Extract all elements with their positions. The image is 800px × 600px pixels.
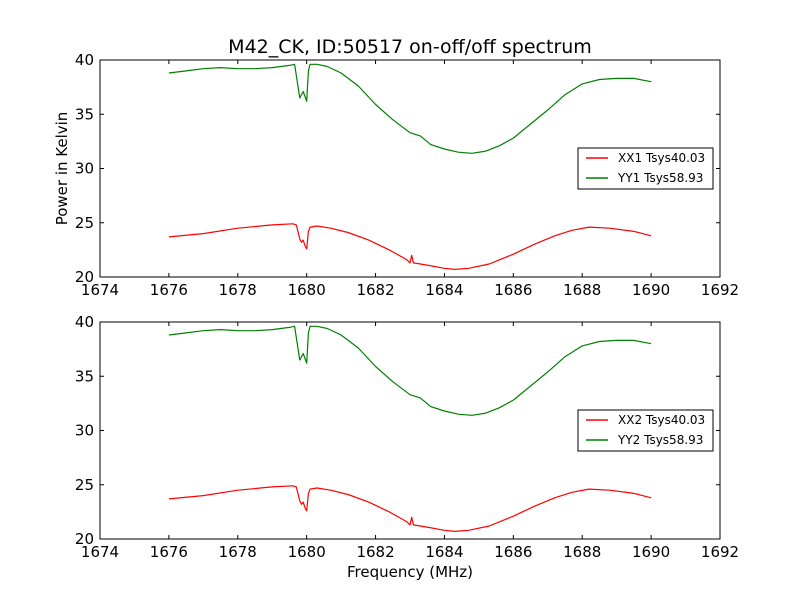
x-axis-label: Frequency (MHz) [347,563,473,581]
y-tick-label: 30 [75,422,94,440]
legend-label: XX1 Tsys40.03 [618,151,705,165]
x-tick-label: 1690 [632,543,670,561]
y-tick-label: 20 [75,530,94,548]
x-tick-label: 1688 [563,543,601,561]
legend-label: YY2 Tsys58.93 [617,433,703,447]
x-tick-label: 1688 [563,281,601,299]
y-tick-label: 25 [75,214,94,232]
y-tick-label: 40 [75,313,94,331]
x-tick-label: 1684 [425,281,463,299]
x-tick-label: 1684 [425,543,463,561]
x-tick-label: 1678 [219,543,257,561]
x-tick-label: 1682 [356,543,394,561]
y-tick-label: 25 [75,476,94,494]
series-line-yy2 [168,325,652,416]
bottom-panel: 1674 1676 1678 1680 1682 1684 1686 1688 1690 1692… [75,313,739,561]
y-tick-label: 35 [75,105,94,123]
legend-label: XX2 Tsys40.03 [618,413,705,427]
legend-label: YY1 Tsys58.93 [617,171,703,185]
x-tick-label: 1692 [701,281,739,299]
y-axis-label: Power in Kelvin [53,112,71,226]
x-tick-label: 1674 [81,543,119,561]
x-tick-label: 1692 [701,543,739,561]
x-tick-label: 1690 [632,281,670,299]
x-tick-label: 1680 [288,543,326,561]
series-line-yy1 [168,63,652,154]
top-panel: 1674 1676 1678 1680 1682 1684 1686 1688 1690 1692… [75,51,739,299]
series-line-xx1 [168,223,652,270]
legend: XX2 Tsys40.03 YY2 Tsys58.93 [577,409,714,452]
x-tick-label: 1682 [356,281,394,299]
y-tick-label: 30 [75,160,94,178]
x-tick-label: 1686 [494,281,532,299]
legend-box [577,147,714,190]
y-tick-label: 35 [75,367,94,385]
x-tick-label: 1680 [288,281,326,299]
chart-title: M42_CK, ID:50517 on-off/off spectrum [228,36,592,58]
y-tick-label: 40 [75,51,94,69]
legend: XX1 Tsys40.03 YY1 Tsys58.93 [577,147,714,190]
y-tick-label: 20 [75,268,94,286]
x-tick-label: 1676 [150,281,188,299]
x-tick-label: 1674 [81,281,119,299]
x-tick-label: 1686 [494,543,532,561]
legend-box [577,409,714,452]
x-tick-label: 1676 [150,543,188,561]
x-tick-label: 1678 [219,281,257,299]
series-line-xx2 [168,485,652,532]
